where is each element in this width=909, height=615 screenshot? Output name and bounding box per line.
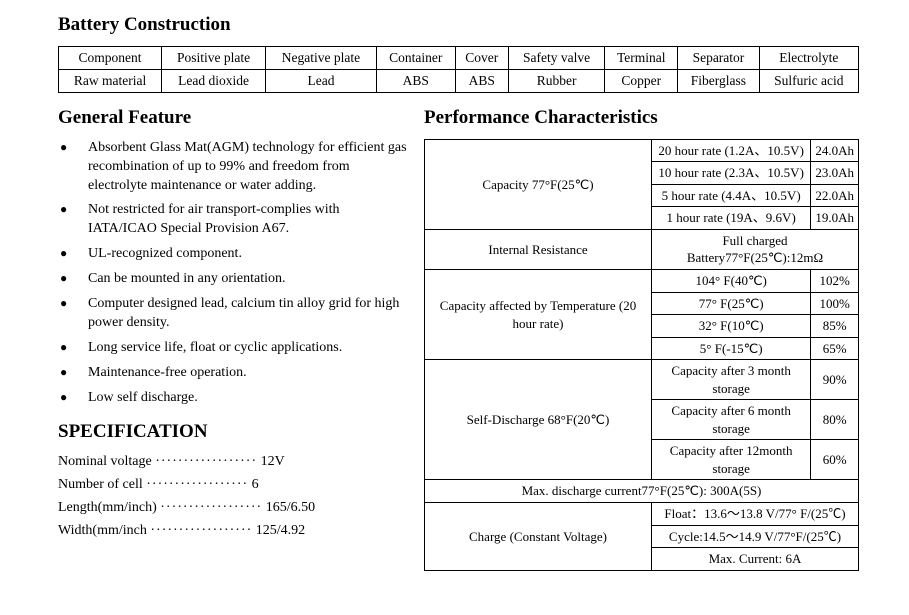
table-row: Capacity 77°F(25℃) 20 hour rate (1.2A、10…: [425, 139, 859, 162]
cell: Capacity after 6 month storage: [651, 400, 810, 440]
cell: Copper: [605, 69, 678, 92]
list-item: UL-recognized component.: [58, 245, 408, 264]
cell: 80%: [811, 400, 859, 440]
list-item: Not restricted for air transport-complie…: [58, 201, 408, 239]
cell: 104° F(40℃): [651, 270, 810, 293]
cell: 32° F(10℃): [651, 315, 810, 338]
list-item: Computer designed lead, calcium tin allo…: [58, 295, 408, 333]
cell: Rubber: [508, 69, 604, 92]
perf-title: Performance Characteristics: [424, 105, 859, 131]
table-row: Max. discharge current77°F(25℃): 300A(5S…: [425, 480, 859, 503]
cell: 19.0Ah: [811, 207, 859, 230]
spec-title: SPECIFICATION: [58, 419, 408, 445]
cell: Negative plate: [266, 46, 377, 69]
cell: ABS: [376, 69, 455, 92]
cell: 1 hour rate (19A、9.6V): [651, 207, 810, 230]
table-row: Capacity affected by Temperature (20 hou…: [425, 270, 859, 293]
table-row: Raw material Lead dioxide Lead ABS ABS R…: [59, 69, 859, 92]
table-row: Charge (Constant Voltage) Float：13.6～13.…: [425, 503, 859, 526]
construction-title: Battery Construction: [58, 12, 859, 38]
general-title: General Feature: [58, 105, 408, 131]
list-item: Can be mounted in any orientation.: [58, 270, 408, 289]
spec-item: Number of cell ·················· 6: [58, 476, 408, 495]
cell: 65%: [811, 337, 859, 360]
cell: Self-Discharge 68°F(20℃): [425, 360, 652, 480]
list-item: Low self discharge.: [58, 389, 408, 408]
list-item: Absorbent Glass Mat(AGM) technology for …: [58, 139, 408, 196]
cell: Fiberglass: [678, 69, 759, 92]
cell: 90%: [811, 360, 859, 400]
cell: Internal Resistance: [425, 229, 652, 269]
feature-list: Absorbent Glass Mat(AGM) technology for …: [58, 139, 408, 408]
cell: Container: [376, 46, 455, 69]
cell: Capacity 77°F(25℃): [425, 139, 652, 229]
cell: 23.0Ah: [811, 162, 859, 185]
cell: Separator: [678, 46, 759, 69]
spec-item: Nominal voltage ·················· 12V: [58, 453, 408, 472]
cell: ABS: [455, 69, 508, 92]
cell: Max. discharge current77°F(25℃): 300A(5S…: [425, 480, 859, 503]
list-item: Maintenance-free operation.: [58, 364, 408, 383]
cell: Charge (Constant Voltage): [425, 503, 652, 571]
spec-item: Width(mm/inch ·················· 125/4.9…: [58, 522, 408, 541]
table-row: Internal Resistance Full charged Battery…: [425, 229, 859, 269]
construction-table: Component Positive plate Negative plate …: [58, 46, 859, 93]
cell: Float：13.6～13.8 V/77° F/(25℃): [651, 503, 858, 526]
table-row: Self-Discharge 68°F(20℃) Capacity after …: [425, 360, 859, 400]
cell: 10 hour rate (2.3A、10.5V): [651, 162, 810, 185]
cell: Safety valve: [508, 46, 604, 69]
cell: Capacity after 3 month storage: [651, 360, 810, 400]
cell: 100%: [811, 292, 859, 315]
cell: Lead: [266, 69, 377, 92]
cell: Cycle:14.5～14.9 V/77°F/(25℃): [651, 525, 858, 548]
cell: Positive plate: [162, 46, 266, 69]
cell: 77° F(25℃): [651, 292, 810, 315]
cell: 22.0Ah: [811, 184, 859, 207]
cell: 85%: [811, 315, 859, 338]
cell: Raw material: [59, 69, 162, 92]
cell: Sulfuric acid: [759, 69, 858, 92]
cell: Capacity after 12month storage: [651, 440, 810, 480]
cell: Lead dioxide: [162, 69, 266, 92]
cell: 5° F(-15℃): [651, 337, 810, 360]
cell: 24.0Ah: [811, 139, 859, 162]
spec-item: Length(mm/inch) ·················· 165/6…: [58, 499, 408, 518]
cell: Cover: [455, 46, 508, 69]
cell: 60%: [811, 440, 859, 480]
list-item: Long service life, float or cyclic appli…: [58, 339, 408, 358]
cell: Capacity affected by Temperature (20 hou…: [425, 270, 652, 360]
cell: Max. Current: 6A: [651, 548, 858, 571]
cell: 102%: [811, 270, 859, 293]
cell: Component: [59, 46, 162, 69]
cell: Electrolyte: [759, 46, 858, 69]
cell: Terminal: [605, 46, 678, 69]
cell: 20 hour rate (1.2A、10.5V): [651, 139, 810, 162]
table-row: Component Positive plate Negative plate …: [59, 46, 859, 69]
cell: Full charged Battery77°F(25℃):12mΩ: [651, 229, 858, 269]
cell: 5 hour rate (4.4A、10.5V): [651, 184, 810, 207]
performance-table: Capacity 77°F(25℃) 20 hour rate (1.2A、10…: [424, 139, 859, 571]
